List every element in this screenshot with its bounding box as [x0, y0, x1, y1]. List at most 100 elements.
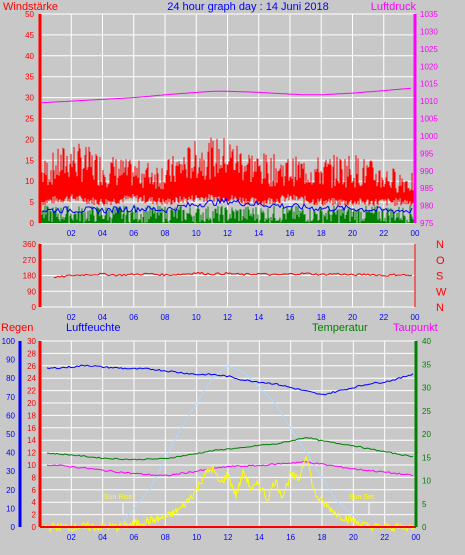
wind-x-tick-label: 02: [67, 229, 76, 238]
humidity-series: [46, 364, 414, 396]
wind-tick-label: 35: [25, 73, 34, 82]
dewpoint-series: [46, 460, 414, 477]
rain-tick-label: 30: [27, 337, 36, 346]
compass-label: N: [436, 239, 444, 251]
wind-tick-label: 30: [25, 94, 34, 103]
climate-x-tick-label: 04: [98, 533, 107, 542]
pressure-tick-label: 995: [420, 149, 434, 158]
humidity-tick-label: 100: [2, 337, 16, 346]
pressure-tick-label: 1030: [420, 27, 438, 36]
humidity-tick-label: 30: [6, 467, 15, 476]
pressure-tick-label: 975: [420, 219, 434, 228]
wind-x-tick-label: 00: [411, 229, 420, 238]
temperature-tick-label: 30: [422, 384, 431, 393]
direction-tick-label: 360: [23, 240, 37, 249]
wind-pressure-panel: 0510152025303540455097598098599099510001…: [3, 1, 438, 238]
humidity-tick-label: 70: [6, 393, 15, 402]
wind-x-tick-label: 08: [161, 229, 170, 238]
direction-x-tick-label: 08: [161, 313, 170, 322]
wind-x-tick-label: 04: [98, 229, 107, 238]
humidity-tick-label: 10: [6, 504, 15, 513]
direction-x-tick-label: 12: [223, 313, 232, 322]
rain-tick-label: 22: [27, 387, 36, 396]
wind-x-tick-label: 20: [348, 229, 357, 238]
wind-tick-label: 20: [25, 135, 34, 144]
wind-direction-panel: 0 N 90 W 180 S 270 O 360 N 02 04 06 08 10 12 14 16 18 20 22 0…: [23, 239, 447, 322]
wind-x-tick-label: 10: [192, 229, 201, 238]
rain-tick-label: 20: [27, 399, 36, 408]
pressure-tick-label: 1015: [420, 80, 438, 89]
direction-x-tick-label: 16: [286, 313, 295, 322]
wind-axis-label: Windstärke: [3, 1, 58, 13]
humidity-tick-label: 0: [11, 523, 16, 532]
wind-tick-label: 10: [25, 177, 34, 186]
direction-x-tick-label: 06: [129, 313, 138, 322]
direction-tick-label: 0: [32, 303, 37, 312]
rain-tick-label: 8: [32, 473, 37, 482]
wind-x-tick-label: 18: [317, 229, 326, 238]
rain-tick-label: 6: [32, 486, 37, 495]
temperature-tick-label: 25: [422, 407, 431, 416]
humidity-tick-label: 20: [6, 486, 15, 495]
rain-tick-label: 16: [27, 424, 36, 433]
climate-x-tick-label: 00: [412, 533, 421, 542]
compass-label: S: [436, 271, 443, 283]
rain-label: Regen: [1, 322, 33, 334]
climate-x-tick-label: 22: [380, 533, 389, 542]
temperature-tick-label: 0: [422, 523, 427, 532]
wind-tick-label: 40: [25, 52, 34, 61]
temperature-tick-label: 20: [422, 430, 431, 439]
chart-title: 24 hour graph day : 14 Juni 2018: [167, 1, 328, 13]
direction-x-tick-label: 18: [317, 313, 326, 322]
pressure-tick-label: 1035: [420, 10, 438, 19]
pressure-axis-label: Luftdruck: [371, 1, 417, 13]
rain-tick-label: 12: [27, 449, 36, 458]
pressure-series: [41, 87, 412, 104]
wind-tick-label: 50: [25, 10, 34, 19]
pressure-tick-label: 1000: [420, 132, 438, 141]
direction-x-tick-label: 04: [98, 313, 107, 322]
rain-tick-label: 18: [27, 411, 36, 420]
compass-label: W: [436, 286, 447, 298]
pressure-tick-label: 1010: [420, 97, 438, 106]
climate-x-tick-label: 12: [224, 533, 233, 542]
compass-label: N: [436, 302, 444, 314]
direction-x-tick-label: 22: [379, 313, 388, 322]
pressure-tick-label: 985: [420, 184, 434, 193]
rain-tick-label: 0: [32, 523, 37, 532]
temperature-series: [46, 437, 414, 461]
wind-tick-label: 15: [25, 156, 34, 165]
rain-tick-label: 2: [32, 511, 37, 520]
direction-x-tick-label: 02: [67, 313, 76, 322]
temperature-tick-label: 40: [422, 337, 431, 346]
climate-x-tick-label: 14: [255, 533, 264, 542]
wind-x-tick-label: 14: [254, 229, 263, 238]
sunrise-label: Sun Rise: [104, 494, 133, 501]
wind-direction-series: [53, 271, 413, 279]
rain-tick-label: 4: [32, 498, 37, 507]
wind-tick-label: 5: [30, 198, 35, 207]
climate-x-tick-label: 20: [349, 533, 358, 542]
humidity-tick-label: 60: [6, 411, 15, 420]
climate-x-tick-label: 08: [161, 533, 170, 542]
wind-tick-label: 0: [30, 219, 35, 228]
direction-tick-label: 90: [27, 287, 36, 296]
wind-x-tick-label: 22: [379, 229, 388, 238]
climate-panel: Regen Luftfeuchte Temperatur Taupunkt 02…: [1, 322, 438, 542]
compass-label: O: [436, 255, 445, 267]
pressure-tick-label: 1025: [420, 45, 438, 54]
direction-tick-label: 270: [23, 256, 37, 265]
direction-tick-label: 180: [23, 272, 37, 281]
wind-x-tick-label: 16: [286, 229, 295, 238]
temperature-tick-label: 10: [422, 477, 431, 486]
wind-gust-series: [41, 137, 414, 207]
rain-tick-label: 24: [27, 374, 36, 383]
dewpoint-label: Taupunkt: [393, 322, 438, 334]
wind-x-tick-label: 12: [223, 229, 232, 238]
direction-x-tick-label: 10: [192, 313, 201, 322]
rain-tick-label: 28: [27, 349, 36, 358]
wind-x-tick-label: 06: [129, 229, 138, 238]
pressure-tick-label: 1020: [420, 62, 438, 71]
climate-x-tick-label: 10: [192, 533, 201, 542]
